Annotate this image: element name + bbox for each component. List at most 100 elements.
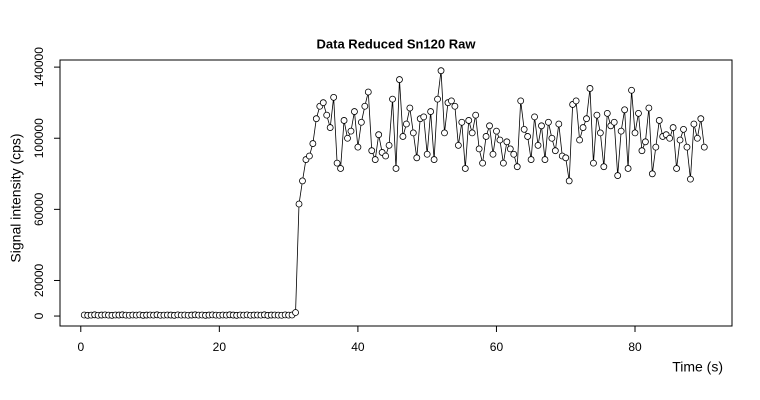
data-point: [680, 125, 687, 133]
data-point: [434, 95, 441, 103]
data-point: [389, 95, 396, 103]
data-point: [472, 111, 480, 119]
data-point: [600, 163, 608, 171]
data-point: [628, 86, 635, 94]
data-point: [295, 200, 303, 208]
data-point: [545, 118, 552, 126]
data-point: [687, 175, 694, 183]
data-point: [635, 109, 642, 117]
data-point: [333, 159, 341, 167]
data-point: [351, 108, 358, 115]
data-point: [638, 147, 646, 155]
data-point: [496, 136, 504, 144]
data-point: [437, 67, 445, 75]
data-point: [458, 118, 466, 126]
data-point: [402, 120, 410, 128]
y-tick-label: 20000: [32, 263, 46, 297]
data-point: [506, 145, 514, 153]
data-point: [475, 145, 483, 153]
data-point: [666, 134, 674, 142]
data-point: [534, 141, 542, 149]
data-point: [337, 165, 344, 172]
data-point: [590, 159, 597, 167]
data-point: [621, 106, 629, 114]
data-point: [513, 163, 521, 171]
data-point: [385, 141, 393, 149]
data-point: [593, 111, 601, 119]
data-point: [538, 122, 545, 130]
data-point: [406, 104, 414, 112]
x-tick-label: 0: [77, 340, 84, 354]
data-point: [340, 117, 348, 124]
data-point: [555, 120, 563, 128]
data-point: [482, 133, 490, 140]
data-point: [451, 102, 459, 110]
data-point: [596, 129, 604, 137]
data-point: [541, 156, 549, 163]
data-point: [299, 177, 306, 185]
data-point: [347, 127, 355, 135]
data-point: [309, 140, 317, 147]
data-point: [642, 138, 649, 146]
data-point: [572, 97, 580, 105]
data-point: [499, 159, 507, 167]
data-point: [655, 117, 663, 124]
data-point: [693, 134, 701, 142]
data-point: [413, 154, 421, 162]
chart-title: Data Reduced Sn120 Raw: [317, 36, 477, 51]
data-point: [427, 108, 435, 115]
data-point: [669, 124, 677, 131]
data-point: [479, 159, 486, 167]
data-point: [562, 154, 570, 162]
data-point: [306, 152, 313, 160]
data-point: [292, 309, 299, 316]
data-point: [382, 152, 390, 160]
data-point: [399, 133, 407, 140]
data-point: [357, 118, 365, 126]
data-point: [454, 141, 462, 149]
y-tick-label: 100000: [32, 118, 46, 158]
data-point: [312, 115, 320, 123]
data-point: [392, 165, 400, 172]
data-point: [371, 156, 379, 163]
data-point: [423, 150, 431, 158]
data-point: [603, 109, 611, 117]
data-point: [420, 113, 428, 121]
y-axis-label: Signal intensity (cps): [8, 133, 24, 262]
data-point: [548, 134, 556, 142]
data-point: [631, 129, 639, 137]
data-point: [700, 143, 708, 151]
data-point: [486, 122, 493, 130]
data-point: [364, 88, 372, 96]
data-point: [465, 117, 473, 124]
plot-frame: [59, 59, 733, 327]
data-point: [326, 124, 334, 131]
data-point: [396, 76, 403, 83]
data-point: [586, 85, 594, 92]
data-point: [697, 115, 705, 123]
x-tick-label: 40: [351, 340, 365, 354]
data-point: [676, 136, 684, 144]
data-point: [524, 133, 532, 140]
data-point: [461, 165, 469, 172]
data-point: [652, 143, 660, 151]
y-tick-label: 140000: [32, 47, 46, 87]
data-point: [330, 93, 338, 101]
data-point: [673, 165, 680, 172]
data-point: [579, 124, 587, 131]
data-point: [624, 165, 632, 172]
data-point: [576, 136, 583, 144]
data-point: [617, 127, 625, 135]
data-point: [448, 97, 455, 105]
x-tick-label: 20: [213, 340, 227, 354]
x-tick-label: 60: [490, 340, 504, 354]
data-point: [493, 127, 500, 135]
data-point: [430, 156, 438, 163]
data-point: [319, 99, 327, 107]
data-point: [527, 156, 535, 163]
data-point: [323, 111, 331, 119]
data-point: [354, 143, 362, 151]
x-tick-label: 80: [628, 340, 642, 354]
